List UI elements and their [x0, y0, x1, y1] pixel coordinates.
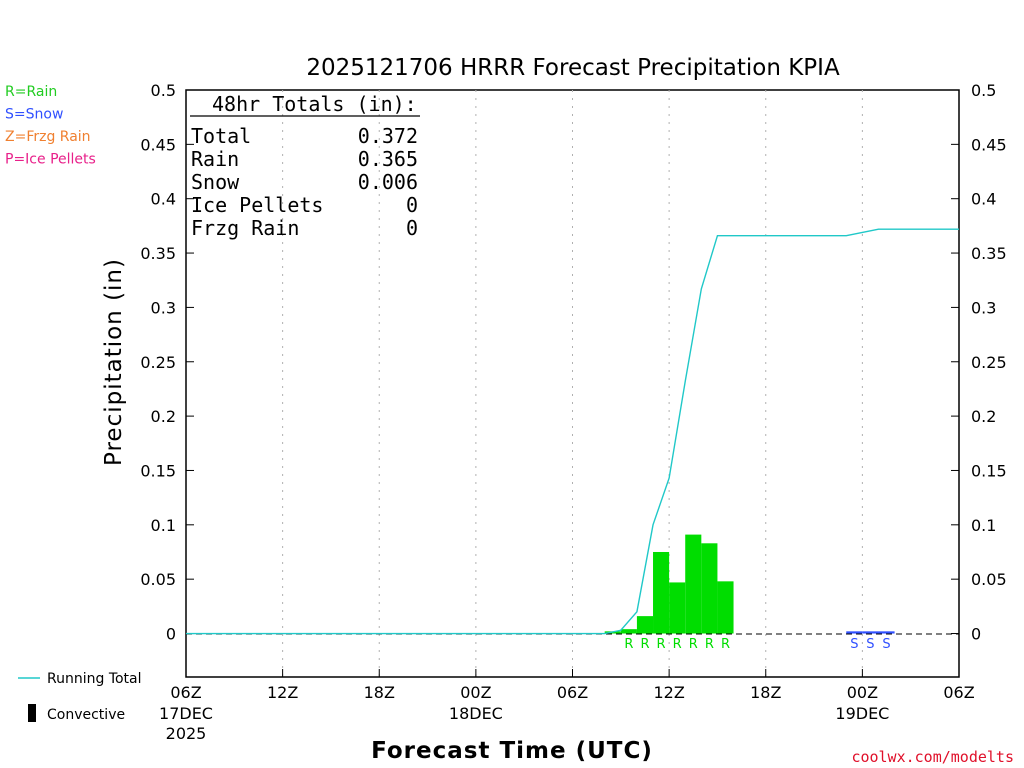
convective-legend-label: Convective: [47, 707, 125, 723]
y-tick-label-right: 0.45: [971, 135, 1007, 154]
precip-type-letter: S: [866, 637, 874, 652]
running-total-legend-label: Running Total: [47, 671, 142, 687]
running-total-path: [186, 228, 959, 635]
bottom-legend: Running Total Convective: [18, 671, 142, 723]
y-tick-label-right: 0.35: [971, 244, 1007, 263]
y-tick-label: 0.35: [140, 244, 176, 263]
running-total-line: [186, 228, 959, 635]
y-tick-label-right: 0.05: [971, 570, 1007, 589]
x-tick-label: 06Z: [943, 683, 974, 702]
rain-bar: [701, 543, 718, 634]
y-axis-label: Precipitation (in): [101, 258, 127, 466]
precip-type-letter: R: [624, 637, 633, 652]
left-y-axis: 0.5 0.45 0.4 0.35 0.3 0.25 0.2 0.15 0.1 0.05 0: [140, 81, 194, 644]
legend-entry: Z=Frzg Rain: [5, 129, 91, 145]
x-tick-label: 18Z: [364, 683, 395, 702]
convective-legend-swatch: [28, 704, 36, 722]
x-tick-year: 2025: [166, 724, 207, 743]
precip-type-letter: S: [882, 637, 890, 652]
y-tick-label-right: 0.4: [971, 190, 996, 209]
rain-bar: [669, 582, 686, 634]
y-tick-label: 0.45: [140, 135, 176, 154]
y-tick-label: 0.15: [140, 461, 176, 480]
precip-type-letter: S: [850, 637, 858, 652]
x-tick-label: 00Z: [847, 683, 878, 702]
x-axis-label: Forecast Time (UTC): [371, 738, 653, 764]
x-tick-label: 06Z: [170, 683, 201, 702]
y-tick-label-right: 0.5: [971, 81, 996, 100]
totals-row-value: 0.372: [358, 124, 418, 148]
y-tick-label: 0.3: [151, 298, 176, 317]
y-tick-label: 0: [166, 625, 176, 644]
precip-bars: [604, 534, 895, 634]
chart-title: 2025121706 HRRR Forecast Precipitation K…: [306, 55, 840, 81]
legend-entry: P=Ice Pellets: [5, 152, 96, 168]
y-tick-label-right: 0.25: [971, 353, 1007, 372]
totals-row-label: Rain: [191, 147, 239, 171]
totals-row-value: 0.365: [358, 147, 418, 171]
right-y-axis: 0.5 0.45 0.4 0.35 0.3 0.25 0.2 0.15 0.1 0.05 0: [951, 81, 1007, 644]
y-tick-label-right: 0.3: [971, 298, 996, 317]
y-tick-label: 0.05: [140, 570, 176, 589]
precip-type-legend: R=Rain S=Snow Z=Frzg Rain P=Ice Pellets: [5, 84, 96, 168]
x-tick-label: 06Z: [557, 683, 588, 702]
rain-bar: [620, 629, 637, 634]
precip-type-letter: R: [721, 637, 730, 652]
totals-row-value: 0: [406, 193, 418, 217]
rain-bar: [685, 534, 702, 634]
totals-row-label: Total: [191, 124, 251, 148]
y-tick-label-right: 0: [971, 625, 981, 644]
totals-rows: Total 0.372 Rain 0.365 Snow 0.006 Ice Pellets 0…: [191, 124, 418, 240]
precip-type-letter: R: [657, 637, 666, 652]
y-tick-label: 0.2: [151, 407, 176, 426]
y-tick-label: 0.5: [151, 81, 176, 100]
x-tick-date: 17DEC: [159, 704, 213, 723]
y-tick-label: 0.4: [151, 190, 176, 209]
x-tick-label: 12Z: [267, 683, 298, 702]
totals-row-value: 0: [406, 216, 418, 240]
totals-header: 48hr Totals (in):: [212, 92, 417, 116]
y-tick-label-right: 0.15: [971, 461, 1007, 480]
precip-type-letter: R: [673, 637, 682, 652]
rain-bar: [717, 581, 734, 634]
totals-row-label: Ice Pellets: [191, 193, 323, 217]
rain-bar: [636, 616, 654, 634]
x-tick-label: 18Z: [750, 683, 781, 702]
legend-entry: R=Rain: [5, 84, 57, 100]
totals-row-label: Frzg Rain: [191, 216, 299, 240]
y-tick-label-right: 0.1: [971, 516, 996, 535]
site-credit: coolwx.com/modelts: [851, 748, 1014, 766]
y-tick-label: 0.1: [151, 516, 176, 535]
x-tick-label: 12Z: [653, 683, 684, 702]
totals-row-label: Snow: [191, 170, 240, 194]
x-tick-date: 18DEC: [449, 704, 503, 723]
x-tick-date: 19DEC: [835, 704, 889, 723]
legend-entry: S=Snow: [5, 107, 63, 123]
y-tick-label: 0.25: [140, 353, 176, 372]
snow-bar: [878, 631, 895, 634]
precip-type-letter: R: [705, 637, 714, 652]
x-tick-label: 00Z: [460, 683, 491, 702]
totals-box: 48hr Totals (in): Total 0.372 Rain 0.365 Sno…: [190, 92, 420, 240]
precip-type-letter: R: [689, 637, 698, 652]
precip-type-letter: R: [640, 637, 649, 652]
snow-bar: [862, 631, 879, 634]
y-tick-label-right: 0.2: [971, 407, 996, 426]
totals-row-value: 0.006: [358, 170, 418, 194]
snow-bar: [846, 631, 863, 634]
rain-bar: [653, 551, 670, 634]
